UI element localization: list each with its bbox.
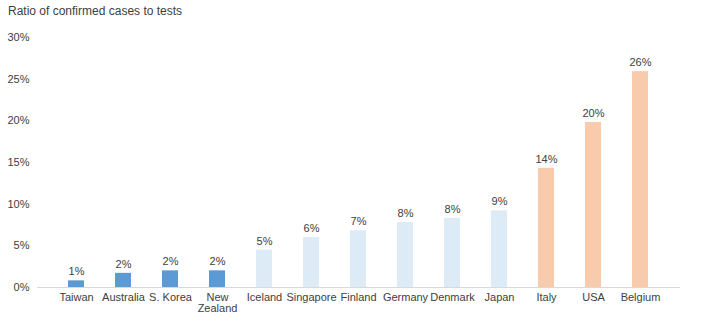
svg-text:1%: 1% [69, 265, 85, 277]
svg-text:8%: 8% [445, 203, 461, 215]
svg-text:7%: 7% [351, 215, 367, 227]
svg-text:Germany: Germany [383, 291, 429, 303]
svg-text:20%: 20% [7, 114, 29, 126]
svg-text:5%: 5% [14, 239, 30, 251]
svg-text:8%: 8% [398, 207, 414, 219]
svg-text:20%: 20% [582, 107, 604, 119]
svg-text:Italy: Italy [536, 291, 557, 303]
svg-text:Australia: Australia [102, 291, 146, 303]
svg-text:Japan: Japan [485, 291, 515, 303]
svg-text:26%: 26% [629, 56, 651, 68]
svg-text:0%: 0% [14, 281, 30, 293]
svg-text:9%: 9% [492, 195, 508, 207]
svg-text:25%: 25% [7, 73, 29, 85]
svg-text:14%: 14% [535, 153, 557, 165]
svg-text:Singapore: Singapore [286, 291, 336, 303]
svg-text:Taiwan: Taiwan [59, 291, 93, 303]
svg-text:Finland: Finland [340, 291, 376, 303]
svg-text:2%: 2% [116, 258, 132, 270]
svg-text:6%: 6% [304, 222, 320, 234]
svg-text:USA: USA [582, 291, 605, 303]
svg-text:S. Korea: S. Korea [149, 291, 193, 303]
svg-text:5%: 5% [257, 235, 273, 247]
svg-text:Denmark: Denmark [430, 291, 475, 303]
svg-text:NewZealand: NewZealand [198, 291, 238, 314]
svg-text:Iceland: Iceland [247, 291, 282, 303]
svg-text:2%: 2% [163, 255, 179, 267]
svg-text:15%: 15% [7, 156, 29, 168]
svg-text:10%: 10% [7, 198, 29, 210]
svg-text:Belgium: Belgium [621, 291, 661, 303]
svg-text:30%: 30% [7, 31, 29, 43]
svg-text:2%: 2% [210, 255, 226, 267]
html-text:Ratio of confirmed cases to te: Ratio of confirmed cases to tests [8, 4, 183, 18]
